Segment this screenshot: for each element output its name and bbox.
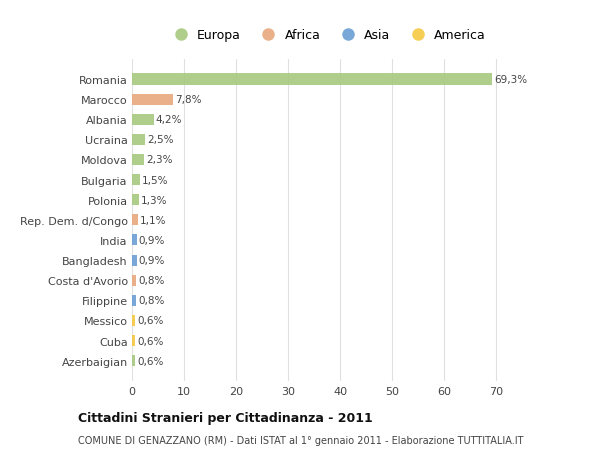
Text: 4,2%: 4,2% [156,115,182,125]
Bar [132,335,135,346]
Legend: Europa, Africa, Asia, America: Europa, Africa, Asia, America [163,24,491,47]
Bar [132,195,139,206]
Text: 0,6%: 0,6% [137,336,164,346]
Bar [132,155,144,166]
Text: COMUNE DI GENAZZANO (RM) - Dati ISTAT al 1° gennaio 2011 - Elaborazione TUTTITAL: COMUNE DI GENAZZANO (RM) - Dati ISTAT al… [78,435,523,445]
Text: 2,3%: 2,3% [146,155,173,165]
Bar [132,95,173,106]
Bar [132,134,145,146]
Text: Cittadini Stranieri per Cittadinanza - 2011: Cittadini Stranieri per Cittadinanza - 2… [78,412,373,425]
Text: 0,6%: 0,6% [137,316,164,326]
Text: 69,3%: 69,3% [494,75,527,85]
Bar [132,275,136,286]
Text: 0,9%: 0,9% [139,256,165,265]
Bar [132,355,135,366]
Bar [132,215,138,226]
Text: 0,8%: 0,8% [138,296,164,306]
Text: 0,9%: 0,9% [139,235,165,246]
Bar [132,295,136,306]
Bar [132,114,154,125]
Text: 1,1%: 1,1% [140,215,166,225]
Bar [132,174,140,186]
Text: 1,3%: 1,3% [141,195,167,205]
Bar [132,315,135,326]
Text: 0,8%: 0,8% [138,275,164,285]
Bar [132,255,137,266]
Bar [132,235,137,246]
Text: 2,5%: 2,5% [147,135,173,145]
Text: 1,5%: 1,5% [142,175,169,185]
Bar [132,74,493,85]
Text: 0,6%: 0,6% [137,356,164,366]
Text: 7,8%: 7,8% [175,95,201,105]
